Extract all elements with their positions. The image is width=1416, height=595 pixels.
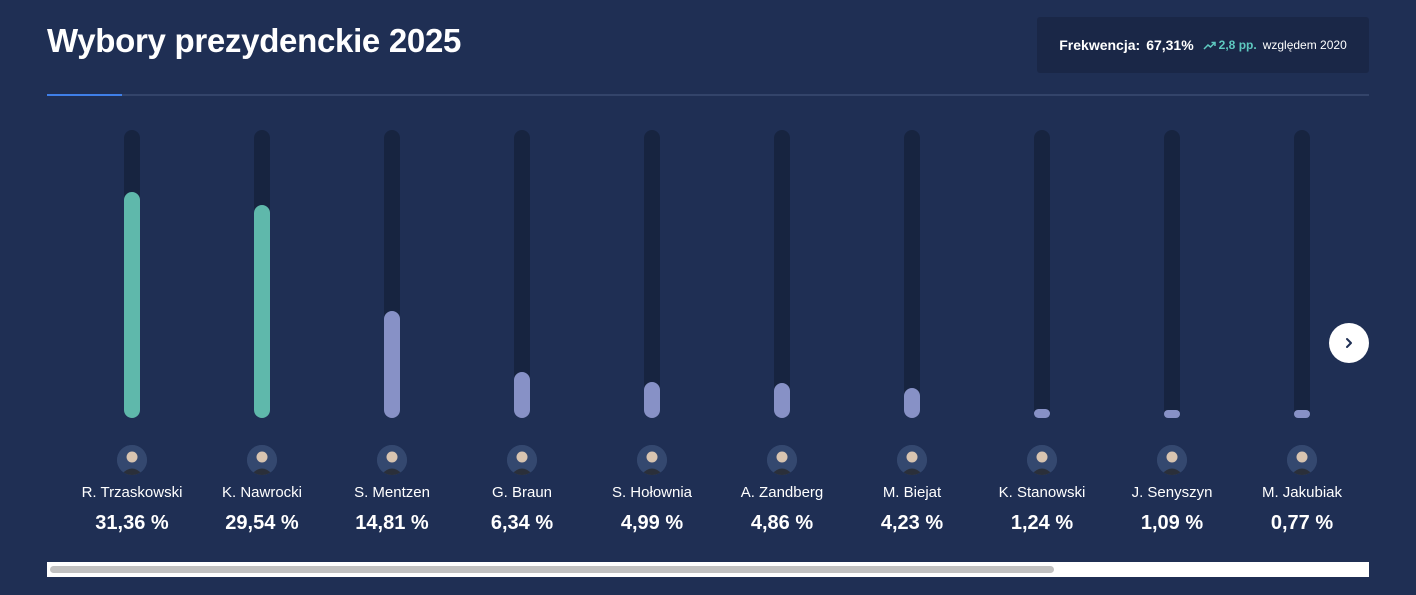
candidate-column: M. Biejat 4,23 % (827, 100, 957, 560)
person-icon (117, 445, 147, 475)
candidate-percentage: 4,99 % (620, 512, 684, 534)
turnout-change: 2,8 pp. (1203, 38, 1257, 52)
candidate-column: S. Hołownia 4,99 % (567, 100, 697, 560)
candidate-avatar (247, 445, 277, 475)
person-icon (1157, 445, 1187, 475)
bar-track (384, 130, 400, 418)
person-icon (507, 445, 537, 475)
result-bar (644, 382, 660, 418)
candidate-percentage: 6,34 % (490, 512, 554, 534)
candidate-percentage: 14,81 % (355, 512, 429, 534)
bar-track (904, 130, 920, 418)
candidate-avatar (1027, 445, 1057, 475)
bar-track (1164, 130, 1180, 418)
candidate-avatar (507, 445, 537, 475)
result-bar (1164, 410, 1180, 418)
results-chart: R. Trzaskowski 31,36 % K. Nawrocki 29,54 % S… (47, 100, 1369, 560)
result-bar (774, 383, 790, 418)
candidate-name: A. Zandberg (740, 484, 824, 501)
result-bar (1294, 410, 1310, 418)
page-title: Wybory prezydenckie 2025 (47, 22, 462, 59)
next-button[interactable] (1329, 323, 1369, 363)
candidate-name: G. Braun (491, 484, 553, 501)
candidate-percentage: 0,77 % (1270, 512, 1334, 534)
candidate-percentage: 4,23 % (880, 512, 944, 534)
person-icon (767, 445, 797, 475)
candidate-column: A. Zandberg 4,86 % (697, 100, 827, 560)
result-bar (384, 311, 400, 418)
candidate-column: K. Stanowski 1,24 % (957, 100, 1087, 560)
candidate-column: K. Nawrocki 29,54 % (177, 100, 307, 560)
person-icon (377, 445, 407, 475)
bar-track (1034, 130, 1050, 418)
bar-track (254, 130, 270, 418)
candidate-column: G. Braun 6,34 % (437, 100, 567, 560)
candidate-name: R. Trzaskowski (81, 484, 183, 501)
candidate-percentage: 1,24 % (1010, 512, 1074, 534)
candidate-name: K. Stanowski (998, 484, 1086, 501)
bar-track (774, 130, 790, 418)
candidate-percentage: 31,36 % (95, 512, 169, 534)
result-bar (514, 372, 530, 418)
candidate-avatar (377, 445, 407, 475)
person-icon (897, 445, 927, 475)
candidate-column: M. Jakubiak 0,77 % (1217, 100, 1347, 560)
candidate-avatar (1157, 445, 1187, 475)
person-icon (1287, 445, 1317, 475)
turnout-value: 67,31% (1146, 37, 1194, 53)
candidate-avatar (117, 445, 147, 475)
person-icon (247, 445, 277, 475)
candidate-name: K. Nawrocki (221, 484, 303, 501)
candidate-name: M. Jakubiak (1261, 484, 1343, 501)
result-bar (254, 205, 270, 418)
candidate-percentage: 4,86 % (750, 512, 814, 534)
person-icon (1027, 445, 1057, 475)
candidate-name: S. Mentzen (354, 484, 430, 501)
result-bar (124, 192, 140, 418)
turnout-label: Frekwencja: (1059, 37, 1141, 53)
candidate-column: S. Mentzen 14,81 % (307, 100, 437, 560)
person-icon (637, 445, 667, 475)
result-bar (1034, 409, 1050, 418)
bar-track (644, 130, 660, 418)
candidate-percentage: 29,54 % (225, 512, 299, 534)
candidate-avatar (767, 445, 797, 475)
chevron-right-icon (1346, 338, 1352, 348)
divider-accent (47, 94, 122, 96)
candidate-name: M. Biejat (882, 484, 942, 501)
candidate-column: R. Trzaskowski 31,36 % (47, 100, 182, 560)
candidate-avatar (1287, 445, 1317, 475)
candidate-column: J. Senyszyn 1,09 % (1087, 100, 1217, 560)
candidate-name: J. Senyszyn (1131, 484, 1213, 501)
candidate-avatar (897, 445, 927, 475)
result-bar (904, 388, 920, 418)
turnout-change-value: 2,8 pp. (1218, 38, 1257, 52)
candidate-name: S. Hołownia (611, 484, 693, 501)
turnout-comparison: względem 2020 (1262, 38, 1347, 52)
trending-up-icon (1203, 41, 1216, 50)
bar-track (124, 130, 140, 418)
turnout-box: Frekwencja: 67,31% 2,8 pp. względem 2020 (1037, 17, 1369, 73)
horizontal-scrollbar[interactable] (47, 562, 1369, 577)
candidate-avatar (637, 445, 667, 475)
bar-track (514, 130, 530, 418)
scrollbar-thumb[interactable] (50, 566, 1054, 573)
bar-track (1294, 130, 1310, 418)
candidate-percentage: 1,09 % (1140, 512, 1204, 534)
header-divider (47, 94, 1369, 96)
